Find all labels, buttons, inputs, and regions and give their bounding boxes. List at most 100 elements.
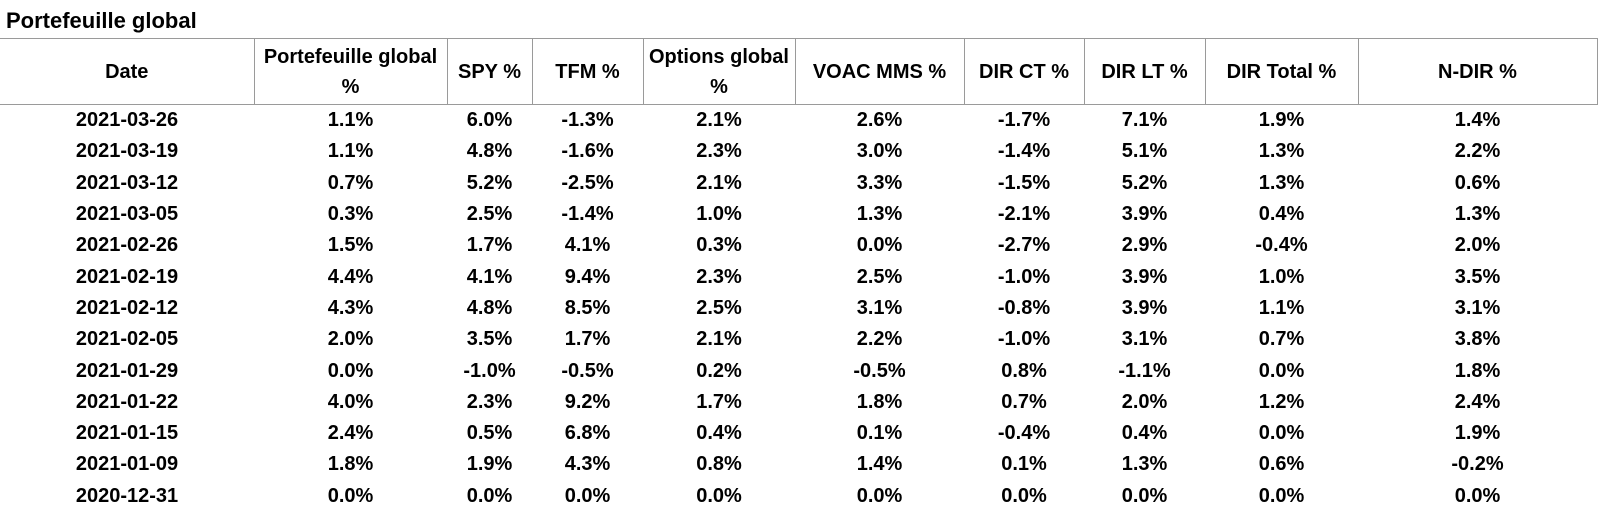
value-cell: 9.4% (564, 265, 611, 288)
table-row: 2021-03-12 0.7% 5.2% -2.5% 2.1% 3.3% -1.5% 5.2%… (0, 168, 1597, 199)
value-cell: 5.1% (1121, 140, 1168, 163)
value-cell: 0.1% (1001, 453, 1047, 476)
value-cell: 1.9% (1258, 109, 1305, 132)
value-cell: 0.0% (1258, 359, 1305, 382)
value-cell: -0.4% (1255, 234, 1308, 257)
value-cell: 1.8% (856, 390, 903, 413)
date-cell: 2021-02-26 (75, 234, 179, 257)
value-cell: 0.8% (696, 453, 742, 476)
value-cell: 6.0% (466, 109, 513, 132)
value-cell: 1.3% (1454, 203, 1501, 226)
value-cell: 0.3% (696, 234, 742, 257)
value-cell: 3.5% (1454, 265, 1501, 288)
value-cell: 2.2% (1454, 140, 1501, 163)
value-cell: 1.1% (327, 109, 374, 132)
value-cell: 1.1% (1258, 296, 1305, 319)
value-cell: 2.6% (856, 109, 903, 132)
table-row: 2021-02-05 2.0% 3.5% 1.7% 2.1% 2.2% -1.0% 3.1% 0… (0, 324, 1597, 355)
column-header: SPY % (446, 38, 532, 105)
value-cell: 1.2% (1258, 390, 1305, 413)
value-cell: 0.0% (856, 234, 903, 257)
value-cell: 3.3% (856, 171, 903, 194)
value-cell: -2.7% (997, 234, 1051, 257)
date-cell: 2021-01-22 (75, 390, 179, 413)
value-cell: 0.0% (1258, 422, 1305, 445)
date-cell: 2021-02-19 (75, 265, 179, 288)
value-cell: 4.3% (327, 296, 374, 319)
date-cell: 2020-12-31 (75, 484, 179, 507)
value-cell: 4.1% (564, 234, 611, 257)
column-header: DIR CT % (963, 38, 1084, 105)
value-cell: 2.4% (1454, 390, 1501, 413)
value-cell: 0.4% (696, 422, 742, 445)
value-cell: 1.9% (466, 453, 513, 476)
value-cell: -1.7% (997, 109, 1051, 132)
value-cell: 0.0% (696, 484, 742, 507)
header-row: Date Portefeuille global % SPY % TFM % Optio… (0, 38, 1598, 105)
value-cell: 1.0% (1258, 265, 1305, 288)
column-header: Portefeuille global % (253, 38, 447, 105)
value-cell: 0.0% (1258, 484, 1305, 507)
table-row: 2021-02-12 4.3% 4.8% 8.5% 2.5% 3.1% -0.8% 3.9% 1… (0, 293, 1597, 324)
date-cell: 2021-01-15 (75, 422, 179, 445)
value-cell: 0.0% (327, 359, 374, 382)
portfolio-table: Date Portefeuille global % SPY % TFM % Optio… (0, 38, 1598, 512)
value-cell: 4.8% (466, 296, 513, 319)
table-row: 2021-03-19 1.1% 4.8% -1.6% 2.3% 3.0% -1.4% 5.1%… (0, 136, 1597, 167)
value-cell: -0.4% (997, 422, 1051, 445)
table-row: 2021-01-09 1.8% 1.9% 4.3% 0.8% 1.4% 0.1% 1.3% 0.… (0, 449, 1597, 480)
value-cell: 4.3% (564, 453, 611, 476)
value-cell: 0.0% (327, 484, 374, 507)
value-cell: 0.0% (1454, 484, 1501, 507)
value-cell: 0.8% (1001, 359, 1047, 382)
value-cell: 3.5% (466, 328, 513, 351)
value-cell: -1.4% (561, 203, 614, 226)
table-row: 2021-03-26 1.1% 6.0% -1.3% 2.1% 2.6% -1.7% 7.1%… (0, 105, 1597, 137)
date-cell: 2021-03-19 (75, 140, 179, 163)
value-cell: 1.8% (1454, 359, 1501, 382)
value-cell: 4.4% (327, 265, 374, 288)
value-cell: 1.4% (1454, 109, 1501, 132)
value-cell: 3.9% (1121, 296, 1168, 319)
value-cell: -2.1% (997, 203, 1051, 226)
value-cell: 8.5% (564, 296, 611, 319)
table-row: 2021-01-15 2.4% 0.5% 6.8% 0.4% 0.1% -0.4% 0.4% 0… (0, 418, 1597, 449)
value-cell: 1.7% (564, 328, 611, 351)
value-cell: 2.5% (466, 203, 513, 226)
value-cell: 0.1% (856, 422, 903, 445)
value-cell: 0.4% (1258, 203, 1305, 226)
value-cell: 5.2% (466, 171, 513, 194)
value-cell: -0.2% (1451, 453, 1504, 476)
column-header: TFM % (531, 38, 643, 105)
value-cell: 9.2% (564, 390, 611, 413)
table-row: 2021-02-26 1.5% 1.7% 4.1% 0.3% 0.0% -2.7% 2.9% -… (0, 230, 1597, 261)
value-cell: 4.1% (466, 265, 513, 288)
value-cell: 3.9% (1121, 265, 1168, 288)
value-cell: 1.3% (1258, 140, 1305, 163)
value-cell: 2.0% (327, 328, 374, 351)
value-cell: 0.7% (1258, 328, 1305, 351)
column-header: VOAC MMS % (794, 38, 964, 105)
value-cell: 1.7% (466, 234, 513, 257)
value-cell: 1.3% (1121, 453, 1168, 476)
sheet-title: Portefeuille global (6, 8, 197, 33)
value-cell: 2.0% (1454, 234, 1501, 257)
table-row: 2021-03-05 0.3% 2.5% -1.4% 1.0% 1.3% -2.1% 3.9%… (0, 199, 1597, 230)
table-row: 2021-02-19 4.4% 4.1% 9.4% 2.3% 2.5% -1.0% 3.9% 1… (0, 261, 1597, 292)
value-cell: 1.3% (1258, 171, 1305, 194)
value-cell: 6.8% (564, 422, 611, 445)
value-cell: -1.0% (463, 359, 516, 382)
value-cell: 0.0% (564, 484, 611, 507)
date-cell: 2021-02-12 (75, 296, 179, 319)
table-row: 2021-01-22 4.0% 2.3% 9.2% 1.7% 1.8% 0.7% 2.0% 1.… (0, 387, 1597, 418)
value-cell: 2.3% (696, 140, 742, 163)
value-cell: 5.2% (1121, 171, 1168, 194)
value-cell: -1.0% (997, 328, 1051, 351)
value-cell: -1.5% (997, 171, 1051, 194)
value-cell: 1.4% (856, 453, 903, 476)
value-cell: 1.0% (696, 203, 742, 226)
value-cell: -1.0% (997, 265, 1051, 288)
value-cell: 2.1% (696, 109, 742, 132)
value-cell: 2.1% (696, 171, 742, 194)
value-cell: 0.2% (696, 359, 742, 382)
